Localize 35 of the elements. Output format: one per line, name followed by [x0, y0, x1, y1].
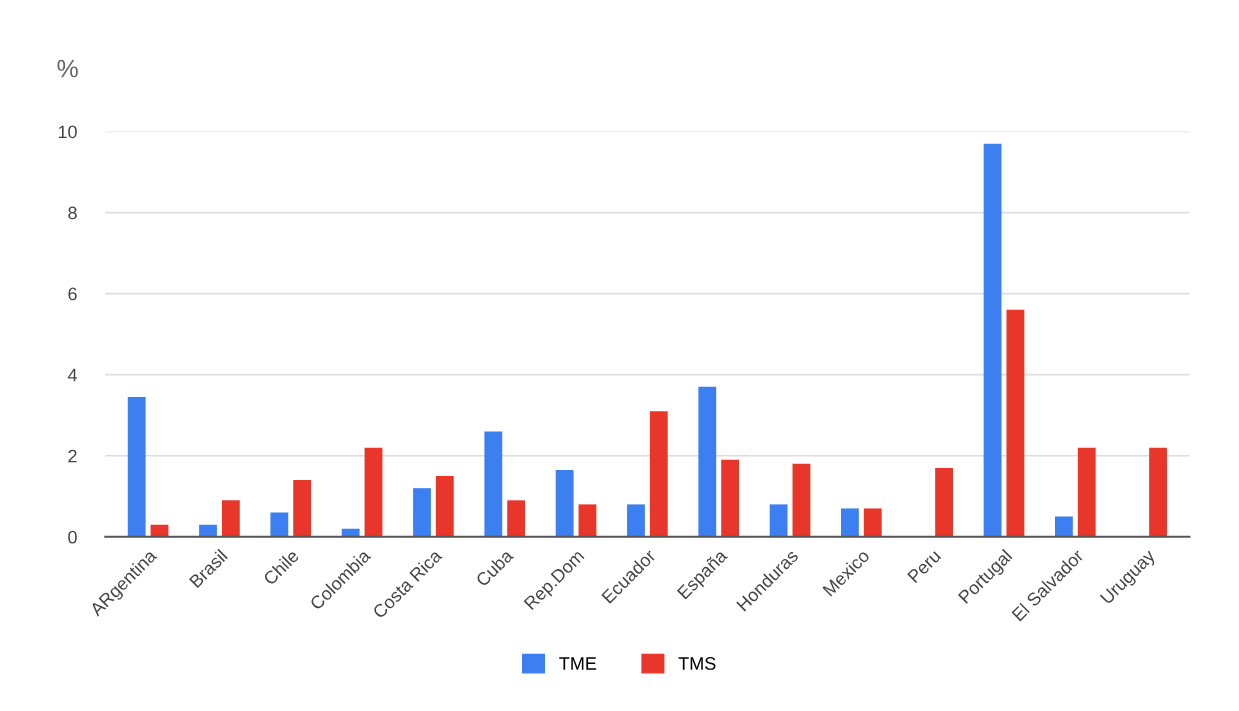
bar	[199, 524, 217, 537]
bar	[983, 143, 1002, 537]
bar	[1077, 447, 1096, 537]
bar	[721, 459, 740, 537]
bar	[935, 467, 953, 537]
bar	[1054, 516, 1073, 537]
bar	[1149, 447, 1167, 537]
bar	[649, 411, 668, 537]
bar	[127, 396, 146, 537]
bar	[1006, 309, 1025, 537]
bar	[270, 512, 289, 537]
y-tick-label: 4	[67, 368, 78, 382]
bar	[221, 500, 240, 537]
bar	[507, 500, 526, 537]
bar	[484, 431, 503, 537]
bar	[792, 463, 811, 537]
legend-label: TMS	[678, 657, 716, 670]
y-tick-label: 6	[68, 287, 77, 301]
bar	[413, 488, 431, 537]
y-tick-label: 0	[68, 530, 77, 544]
y-axis-title: %	[57, 59, 78, 78]
legend-label: TME	[559, 657, 597, 670]
y-tick-label: 10	[58, 125, 77, 139]
y-tick-label: 2	[68, 449, 77, 463]
bar	[364, 447, 383, 537]
bar	[698, 386, 717, 537]
bar	[863, 508, 882, 537]
bar	[769, 504, 788, 537]
bar	[435, 476, 454, 537]
bar	[555, 469, 574, 537]
bar	[293, 480, 312, 537]
bar	[627, 504, 645, 537]
bar	[841, 508, 859, 537]
bar	[578, 504, 597, 537]
y-tick-label: 8	[68, 206, 77, 220]
